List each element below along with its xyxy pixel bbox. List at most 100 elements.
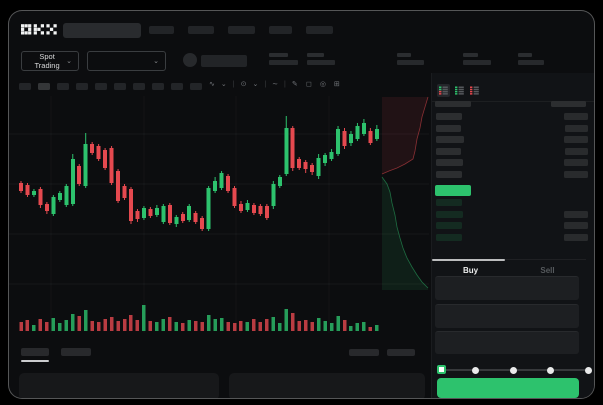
timeframe-button-9[interactable] [171,83,183,90]
bid-price-placeholder [436,222,462,230]
chart-action-2[interactable] [387,349,415,356]
pair-selector-dropdown[interactable]: ⌄ [87,51,166,71]
price-chart[interactable] [9,96,429,333]
stat-value-placeholder [397,60,424,65]
stat-label-placeholder [269,53,288,57]
settings-icon[interactable]: ◎ [319,81,326,88]
ask-row[interactable] [436,113,588,120]
ask-row[interactable] [436,170,588,178]
nav-item-3[interactable] [228,26,255,34]
slider-handle[interactable] [437,364,446,374]
timeframe-button-6[interactable] [114,83,126,90]
toolbar-icon[interactable]: ∿ [209,81,215,88]
toolbar-icon[interactable]: ⌄ [220,81,227,88]
timeframe-button-1[interactable] [19,83,31,90]
bid-price-placeholder [436,210,463,218]
fullscreen-icon[interactable]: ⊞ [333,81,340,88]
okx-logo[interactable] [21,24,57,35]
toolbar-icon[interactable]: ⌄ [252,81,259,88]
stat-value-placeholder [307,60,335,65]
last-price-highlight[interactable] [435,185,471,196]
bid-row[interactable] [436,210,588,218]
slider-stop-1[interactable] [472,366,479,374]
ask-amount-placeholder [564,159,588,167]
amount-input[interactable] [435,304,579,328]
toolbar-icon[interactable]: ∼ [272,81,279,88]
slider-stop-2[interactable] [509,366,517,374]
bid-rows [436,199,588,241]
price-input[interactable] [435,276,579,300]
ask-row[interactable] [436,124,588,132]
orderbook-layout-both-icon[interactable] [437,84,450,97]
timeframe-button-7[interactable] [133,83,145,90]
market-type-dropdown[interactable]: Spot Trading ⌄ [21,51,79,71]
ask-row[interactable] [436,136,588,144]
app-window: Spot Trading ⌄ ⌄ ∿ ⌄ | ⊙ ⌄ | ∼ | ✎ ◻ ◎ ⊞ [8,10,595,399]
timeframe-button-4[interactable] [76,83,88,90]
pair-name-placeholder [201,55,247,67]
search-bar[interactable] [63,23,141,38]
chart-tab-1[interactable] [21,348,49,356]
toolbar-icon[interactable]: ✎ [291,81,298,88]
stat-group-1 [269,53,298,65]
stat-group-3 [397,53,424,65]
slider-stop-3[interactable] [547,366,554,374]
total-input[interactable] [435,331,579,354]
toolbar-divider: | [284,80,286,88]
stat-group-2 [307,53,335,65]
tab-buy[interactable]: Buy [462,265,479,275]
bid-price-placeholder [436,199,462,206]
history-panel [229,373,425,398]
toolbar-icon[interactable]: ⊙ [240,81,247,88]
active-tab-indicator [21,360,49,362]
toolbar-divider: | [264,80,267,88]
chart-action-1[interactable] [349,349,379,356]
tab-sell[interactable]: Sell [540,265,555,275]
ask-price-placeholder [436,113,462,120]
bid-amount-placeholder [564,222,588,230]
ask-row[interactable] [436,147,588,155]
bid-row[interactable] [436,222,588,230]
bid-row[interactable] [436,199,588,206]
slider-stop-4[interactable] [584,366,592,374]
stat-label-placeholder [518,53,532,57]
nav-item-5[interactable] [306,26,333,34]
timeframe-button-2[interactable] [38,83,50,90]
timeframe-button-3[interactable] [57,83,69,90]
nav-item-1[interactable] [149,26,174,34]
stat-group-4 [463,53,491,65]
chart-tab-2[interactable] [61,348,91,356]
stat-label-placeholder [463,53,478,57]
indicator-tools: ∿ ⌄ | ⊙ ⌄ | ∼ | ✎ [209,80,298,89]
bid-price-placeholder [436,233,462,241]
orderbook-layout-buy-icon[interactable] [453,84,466,97]
bid-row[interactable] [436,233,588,241]
nav-item-2[interactable] [188,26,214,34]
amount-slider[interactable] [437,364,592,376]
timeframe-button-5[interactable] [95,83,107,90]
nav-item-4[interactable] [269,26,292,34]
stat-label-placeholder [397,53,411,57]
chevron-down-icon: ⌄ [153,57,159,65]
ask-price-placeholder [436,124,461,132]
camera-icon[interactable]: ◻ [306,81,312,88]
ask-price-placeholder [436,147,461,155]
main-nav [149,26,333,34]
ask-amount-placeholder [565,147,588,155]
amount-column-header [551,101,586,107]
stat-group-5 [518,53,544,65]
orderbook-layout-sell-icon[interactable] [468,84,481,97]
buy-button[interactable] [437,378,579,398]
ask-amount-placeholder [565,124,588,132]
ask-price-placeholder [436,159,463,167]
chevron-down-icon: ⌄ [66,57,72,65]
ask-price-placeholder [436,136,464,144]
timeframe-button-10[interactable] [190,83,202,90]
bid-amount-placeholder [564,233,588,241]
stat-value-placeholder [518,60,544,65]
timeframe-button-8[interactable] [152,83,164,90]
ask-row[interactable] [436,159,588,167]
ask-rows [436,113,588,178]
pair-icon [183,53,197,67]
